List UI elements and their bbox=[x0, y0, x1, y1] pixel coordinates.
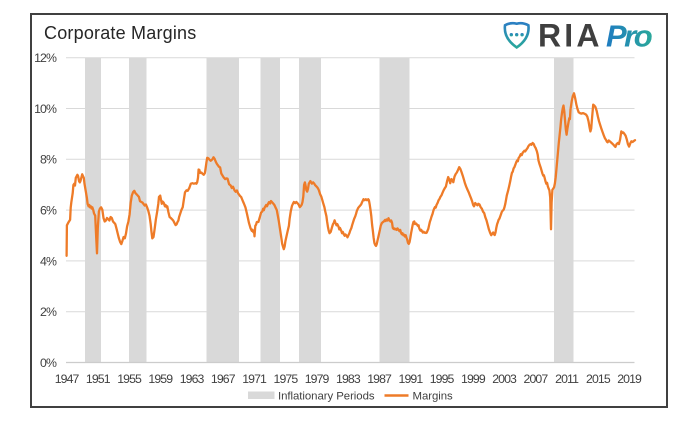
svg-text:10%: 10% bbox=[34, 102, 57, 116]
svg-text:12%: 12% bbox=[34, 51, 57, 65]
svg-text:2011: 2011 bbox=[555, 372, 579, 386]
svg-text:1983: 1983 bbox=[336, 372, 361, 386]
svg-text:1991: 1991 bbox=[399, 372, 424, 386]
svg-text:2007: 2007 bbox=[524, 372, 549, 386]
svg-text:1979: 1979 bbox=[305, 372, 330, 386]
svg-text:2003: 2003 bbox=[492, 372, 517, 386]
svg-text:Inflationary Periods: Inflationary Periods bbox=[278, 390, 375, 402]
svg-text:1971: 1971 bbox=[242, 372, 267, 386]
svg-text:4%: 4% bbox=[40, 254, 57, 268]
svg-text:8%: 8% bbox=[40, 153, 57, 167]
svg-text:Pro: Pro bbox=[606, 19, 652, 54]
svg-text:1959: 1959 bbox=[148, 372, 173, 386]
svg-text:1975: 1975 bbox=[274, 372, 299, 386]
svg-text:6%: 6% bbox=[40, 204, 57, 218]
svg-text:0%: 0% bbox=[40, 356, 57, 370]
svg-text:Margins: Margins bbox=[413, 390, 454, 402]
svg-text:1955: 1955 bbox=[117, 372, 142, 386]
svg-text:1967: 1967 bbox=[211, 372, 236, 386]
svg-text:1947: 1947 bbox=[55, 372, 80, 386]
svg-text:1999: 1999 bbox=[461, 372, 486, 386]
svg-text:2015: 2015 bbox=[586, 372, 611, 386]
svg-text:1963: 1963 bbox=[180, 372, 205, 386]
svg-text:2%: 2% bbox=[40, 305, 57, 319]
svg-text:2019: 2019 bbox=[617, 372, 642, 386]
svg-text:1951: 1951 bbox=[86, 372, 111, 386]
svg-text:1995: 1995 bbox=[430, 372, 455, 386]
svg-text:1987: 1987 bbox=[367, 372, 392, 386]
svg-text:RIA: RIA bbox=[538, 18, 603, 54]
